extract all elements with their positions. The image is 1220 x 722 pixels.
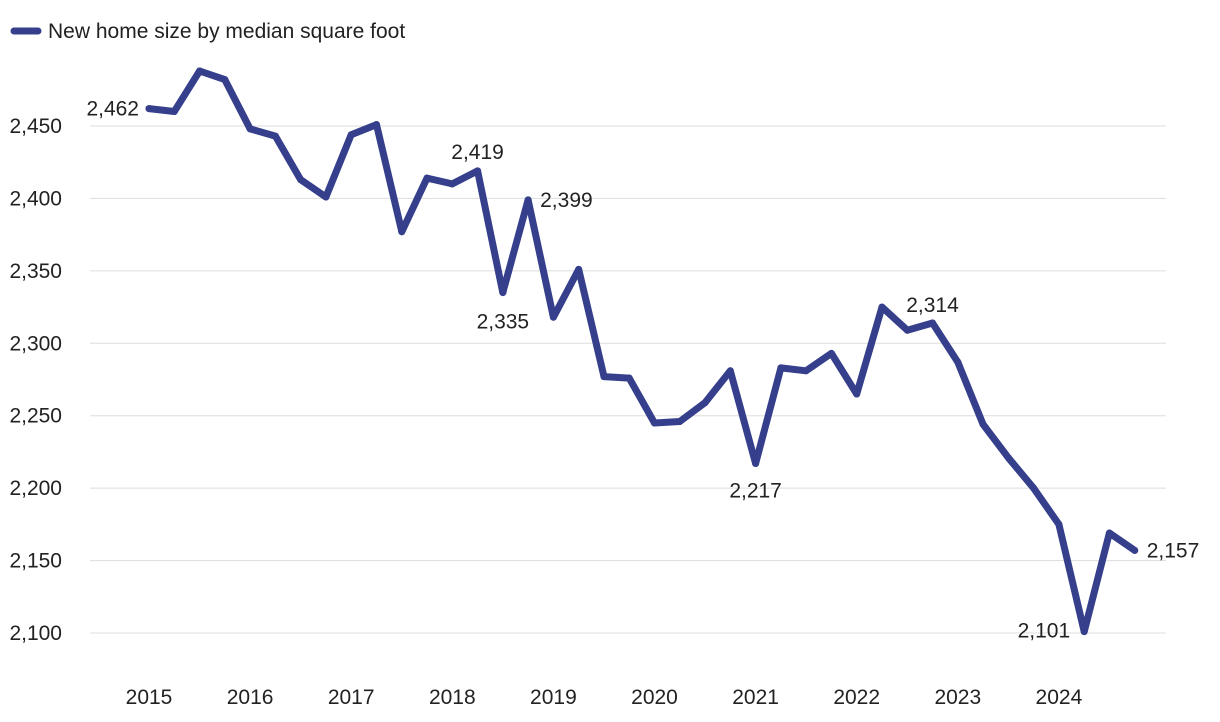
y-tick-label: 2,250 — [9, 405, 62, 428]
y-tick-label: 2,150 — [9, 550, 62, 573]
data-label: 2,462 — [86, 98, 139, 121]
y-tick-label: 2,350 — [9, 260, 62, 283]
data-point — [524, 196, 532, 204]
data-point — [1030, 484, 1038, 492]
x-tick-label: 2022 — [833, 686, 880, 709]
data-labels: 2,462 2,419 2,335 2,399 2,217 2,314 2,101 2,157 — [86, 98, 1199, 643]
data-point — [1131, 546, 1139, 554]
data-point — [347, 131, 355, 139]
y-tick-label: 2,300 — [9, 332, 62, 355]
x-tick-label: 2018 — [429, 686, 476, 709]
data-point — [827, 349, 835, 357]
data-point — [701, 399, 709, 407]
series-layer — [145, 67, 1139, 636]
data-point — [423, 174, 431, 182]
data-point — [1055, 520, 1063, 528]
data-point — [853, 390, 861, 398]
data-point — [271, 132, 279, 140]
data-point — [549, 313, 557, 321]
x-axis: 2015 2016 2017 2018 2019 2020 2021 2022 2023 2024 — [126, 686, 1083, 709]
data-point — [575, 265, 583, 273]
data-point — [145, 105, 153, 113]
data-point — [929, 319, 937, 327]
data-point — [878, 303, 886, 311]
x-tick-label: 2021 — [732, 686, 779, 709]
data-point — [221, 76, 229, 84]
data-point — [448, 180, 456, 188]
data-point — [1080, 628, 1088, 636]
gridlines — [90, 125, 1166, 634]
legend-label: New home size by median square foot — [48, 20, 405, 43]
data-point — [777, 364, 785, 372]
data-label: 2,335 — [477, 311, 530, 334]
data-label: 2,101 — [1018, 620, 1071, 643]
y-tick-label: 2,450 — [9, 115, 62, 138]
data-point — [651, 419, 658, 427]
data-point — [726, 367, 734, 375]
data-point — [954, 358, 962, 366]
data-point — [600, 373, 608, 381]
data-point — [372, 121, 380, 129]
legend: New home size by median square foot — [10, 20, 405, 43]
y-tick-label: 2,100 — [9, 622, 62, 645]
y-tick-label: 2,400 — [9, 187, 62, 210]
data-point — [1105, 529, 1113, 537]
x-tick-label: 2017 — [328, 686, 375, 709]
data-label: 2,217 — [729, 480, 782, 503]
data-point — [499, 289, 507, 297]
x-tick-label: 2016 — [227, 686, 274, 709]
x-tick-label: 2019 — [530, 686, 577, 709]
series-line — [145, 67, 1139, 636]
data-label: 2,419 — [451, 141, 504, 164]
data-label: 2,399 — [540, 189, 593, 212]
data-point — [752, 460, 760, 468]
x-tick-label: 2023 — [934, 686, 981, 709]
data-point — [196, 67, 204, 75]
x-tick-label: 2020 — [631, 686, 678, 709]
data-point — [246, 125, 254, 133]
data-point — [170, 108, 178, 116]
x-tick-label: 2015 — [126, 686, 173, 709]
data-point — [474, 167, 482, 175]
data-point — [676, 418, 684, 426]
data-label: 2,157 — [1147, 539, 1200, 562]
y-axis: 2,100 2,150 2,200 2,250 2,300 2,350 2,400 2,450 — [9, 115, 62, 645]
data-point — [1004, 454, 1012, 462]
data-point — [297, 176, 305, 184]
data-point — [625, 374, 633, 382]
data-point — [322, 193, 330, 201]
data-label: 2,314 — [906, 294, 959, 317]
x-tick-label: 2024 — [1036, 686, 1083, 709]
data-point — [979, 420, 987, 428]
data-point — [802, 367, 810, 375]
y-tick-label: 2,200 — [9, 477, 62, 500]
data-point — [903, 326, 911, 334]
data-point — [398, 228, 406, 236]
